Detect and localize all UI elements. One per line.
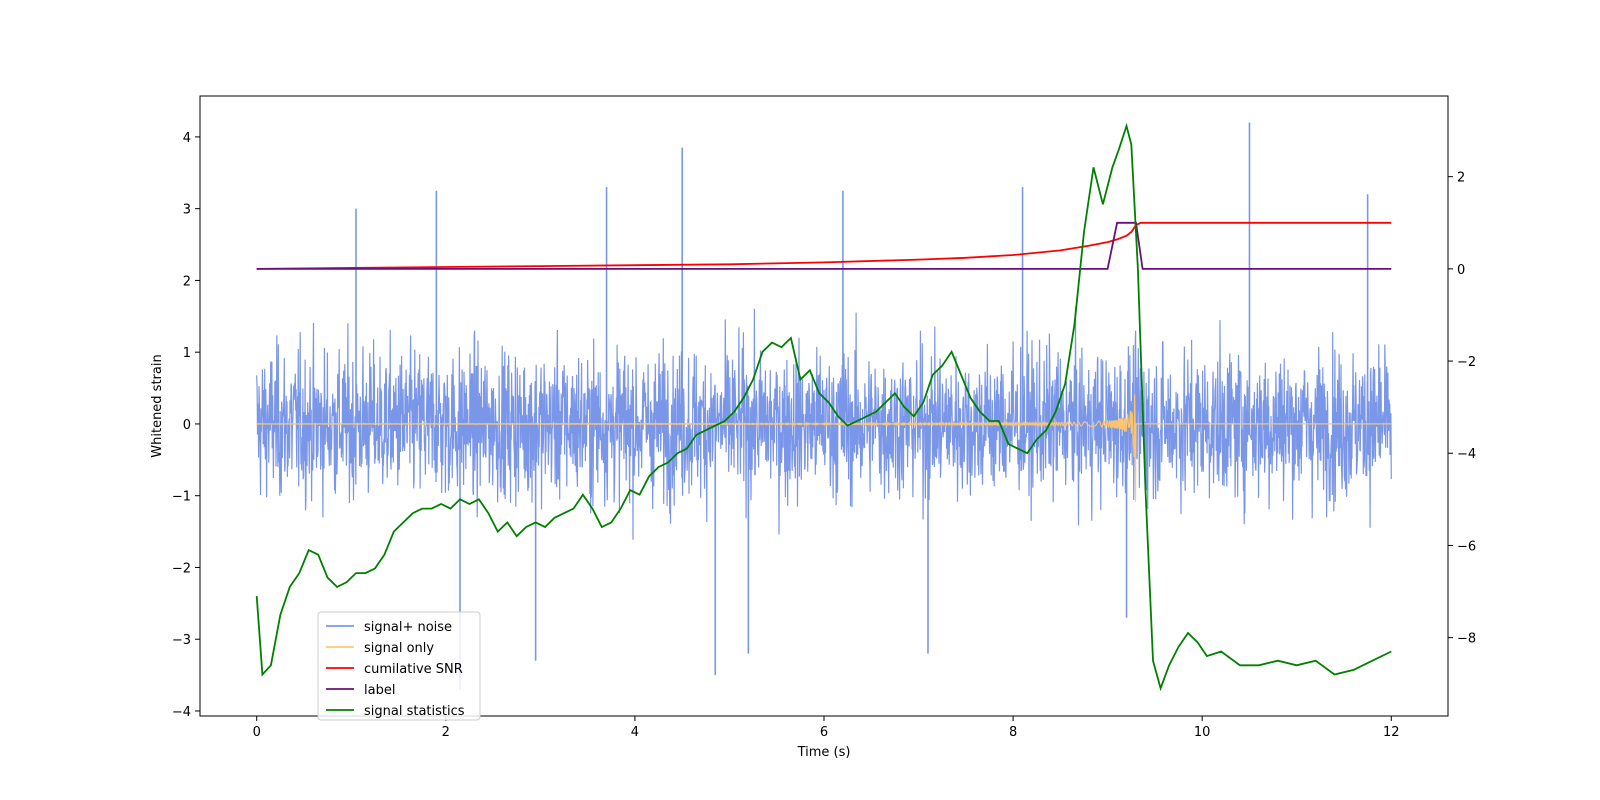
y2-tick-label: −8 — [1457, 632, 1476, 647]
legend-box — [317, 611, 481, 721]
x-tick-label: 8 — [1009, 725, 1017, 740]
series-signal-statistics — [255, 122, 1392, 692]
y2-tick-label: −2 — [1457, 355, 1476, 370]
y-tick-label: 1 — [183, 346, 191, 361]
legend-label: signal statistics — [364, 704, 465, 719]
series-signal-noise — [256, 306, 1392, 540]
y2-tick-label: 2 — [1457, 171, 1465, 186]
y-tick-label: 2 — [183, 274, 191, 289]
series-layer — [255, 122, 1392, 692]
x-axis-label: Time (s) — [797, 745, 851, 760]
y2-tick-label: −4 — [1457, 447, 1476, 462]
x-tick-label: 0 — [253, 725, 261, 740]
legend-label: signal only — [364, 641, 434, 656]
y-tick-label: −2 — [172, 561, 191, 576]
legend-label: signal+ noise — [364, 620, 452, 635]
x-tick-label: 12 — [1383, 725, 1400, 740]
legend: signal+ noise signal only cumilative SNR la… — [317, 611, 481, 721]
y-tick-label: −3 — [172, 633, 191, 648]
y-tick-label: −1 — [172, 490, 191, 505]
y-tick-label: 0 — [183, 418, 191, 433]
y-tick-label: 3 — [183, 203, 191, 218]
y-tick-label: −4 — [172, 705, 191, 720]
x-tick-label: 6 — [820, 725, 828, 740]
series-cumilative-snr — [256, 221, 1392, 270]
y-tick-label: 4 — [183, 131, 191, 146]
series-signal-only — [256, 394, 1392, 503]
y-axis-label: Whitened strain — [150, 354, 165, 457]
x-tick-label: 2 — [442, 725, 450, 740]
x-tick-label: 10 — [1194, 725, 1211, 740]
legend-label: cumilative SNR — [364, 662, 463, 677]
series-label — [256, 221, 1392, 270]
legend-label: label — [364, 683, 395, 698]
x-tick-label: 4 — [631, 725, 639, 740]
y2-tick-label: −6 — [1457, 539, 1476, 554]
y2-tick-label: 0 — [1457, 263, 1465, 278]
